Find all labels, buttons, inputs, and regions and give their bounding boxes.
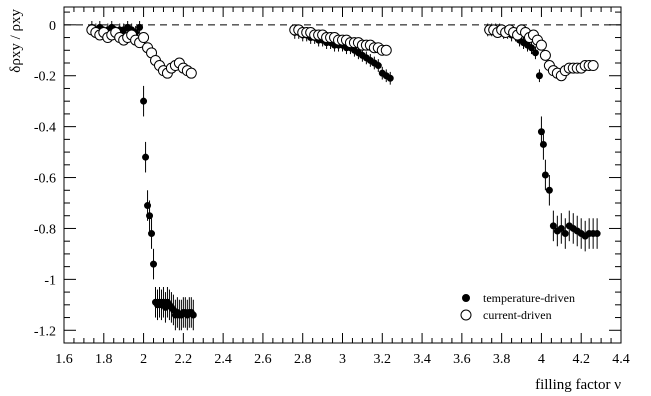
temperature-driven-point [549, 222, 557, 230]
legend-marker [462, 294, 470, 302]
y-axis-title: δρxy / ρxy [8, 9, 24, 73]
x-tick-label: 3.6 [453, 352, 471, 367]
temperature-driven-point [531, 49, 539, 57]
x-axis-title: filling factor ν [535, 377, 621, 393]
x-tick-label: 2.6 [254, 352, 272, 367]
current-driven-point [587, 60, 599, 72]
legend-label: current-driven [483, 308, 552, 322]
current-driven-point [185, 67, 197, 79]
axes [63, 6, 622, 344]
current-driven-point [539, 49, 551, 61]
temperature-driven-point [150, 260, 158, 268]
temperature-driven-point [386, 74, 394, 82]
temperature-driven-point [545, 186, 553, 194]
y-tick-label: -0.6 [34, 172, 56, 187]
temperature-driven-point [535, 72, 543, 80]
current-driven-point [535, 39, 547, 51]
temperature-driven-point [527, 44, 535, 52]
temperature-driven-point [561, 230, 569, 238]
y-tick-label: -0.8 [34, 222, 56, 237]
x-tick-label: 1.6 [55, 352, 73, 367]
temperature-driven-point [593, 230, 601, 238]
temperature-driven-point [374, 62, 382, 70]
x-tick-label: 3.2 [374, 352, 392, 367]
current-driven-point [138, 32, 150, 44]
y-tick-label: -0.2 [34, 70, 56, 85]
legend: temperature-driven current-driven [460, 291, 575, 322]
x-tick-label: 4.4 [612, 352, 630, 367]
temperature-driven-point [140, 97, 148, 105]
y-tick-label: -1 [44, 273, 56, 288]
temperature-driven-point [539, 140, 547, 148]
x-tick-label: 2 [140, 352, 147, 367]
x-tick-label: 3 [339, 352, 346, 367]
x-tick-label: 2.2 [175, 352, 193, 367]
temperature-driven-point [146, 212, 154, 220]
legend-marker [460, 309, 472, 321]
legend-label: temperature-driven [483, 291, 575, 305]
y-tick-label: -1.2 [34, 324, 56, 339]
x-tick-label: 4.2 [572, 352, 590, 367]
current-driven-point [380, 44, 392, 56]
x-tick-label: 4 [538, 352, 545, 367]
x-tick-label: 3.4 [413, 352, 431, 367]
temperature-driven-point [557, 224, 565, 232]
y-tick-label: -0.4 [34, 121, 56, 136]
temperature-driven-point [541, 171, 549, 179]
y-tick-label: 0 [49, 19, 56, 34]
x-tick-label: 3.8 [493, 352, 511, 367]
temperature-driven-point [148, 230, 156, 238]
temperature-driven-point [189, 311, 197, 319]
temperature-driven-point [142, 153, 150, 161]
x-tick-label: 2.4 [214, 352, 232, 367]
x-tick-label: 2.8 [294, 352, 312, 367]
x-tick-label: 1.8 [95, 352, 113, 367]
